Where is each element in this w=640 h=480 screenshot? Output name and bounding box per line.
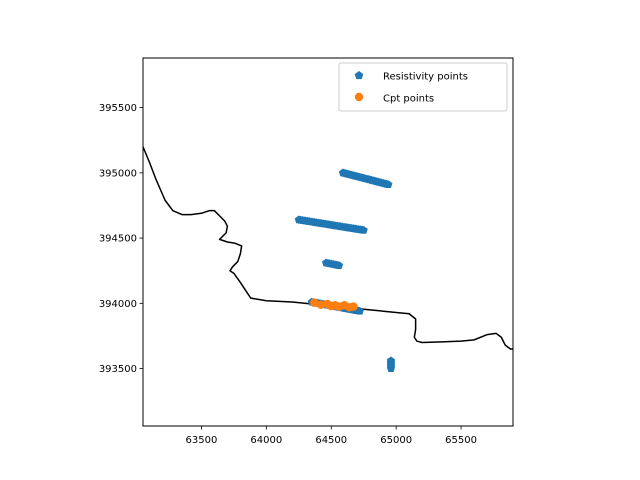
legend-label-cpt: Cpt points	[383, 94, 434, 105]
y-tick-label-393500: 393500	[99, 364, 137, 375]
plot-area	[143, 146, 513, 373]
cpt-point-0	[310, 298, 319, 307]
x-tick-label-64500: 64500	[315, 435, 347, 446]
resistivity-point-0-27	[384, 180, 393, 189]
x-tick-label-65500: 65500	[445, 435, 477, 446]
boundary-line	[143, 146, 513, 350]
y-tick-label-395500: 395500	[99, 103, 137, 114]
resistivity-point-1-37	[359, 225, 368, 234]
legend-frame	[338, 62, 508, 112]
axes-frame	[142, 57, 514, 427]
legend-marker-resistivity	[354, 71, 364, 80]
cpt-point-8	[349, 302, 358, 311]
legend-marker-cpt	[354, 92, 364, 102]
x-tick-label-64000: 64000	[250, 435, 282, 446]
legend-label-resistivity: Resistivity points	[383, 72, 468, 83]
y-tick-label-394500: 394500	[99, 234, 137, 245]
y-tick-label-395000: 395000	[99, 168, 137, 179]
cpt-point-1	[316, 300, 326, 309]
resistivity-point-2-7	[334, 261, 344, 269]
x-tick-label-65000: 65000	[380, 435, 412, 446]
x-tick-label-63500: 63500	[186, 435, 218, 446]
resistivity-point-4-5	[386, 364, 396, 373]
y-axis: 393500 394000 394500 395000 395500	[99, 103, 143, 375]
y-tick-label-394000: 394000	[99, 299, 137, 310]
x-axis: 63500 64000 64500 65000 65500	[186, 426, 477, 446]
resistivity-point-3-27	[355, 306, 364, 315]
legend: Resistivity points Cpt points	[338, 62, 508, 112]
